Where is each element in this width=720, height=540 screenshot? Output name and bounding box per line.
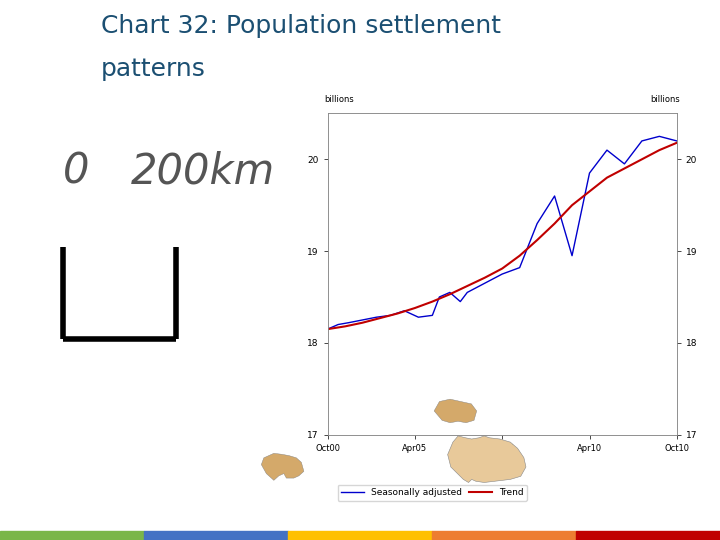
Bar <box>576 531 720 540</box>
Text: Chart 32: Population settlement: Chart 32: Population settlement <box>101 14 501 37</box>
Text: Source: Center for International Earth Science Information Network 2005, Columbi: Source: Center for International Earth S… <box>11 493 625 512</box>
Text: 34: 34 <box>686 496 702 509</box>
Polygon shape <box>261 453 304 481</box>
Text: 0: 0 <box>63 150 89 192</box>
Text: billions: billions <box>651 94 680 104</box>
Text: billions: billions <box>324 94 354 104</box>
Polygon shape <box>434 399 477 423</box>
Polygon shape <box>448 436 526 483</box>
Text: 200km: 200km <box>130 150 274 192</box>
Bar <box>144 531 288 540</box>
Bar <box>0 531 144 540</box>
Legend: Seasonally adjusted, Trend: Seasonally adjusted, Trend <box>338 484 527 501</box>
Bar <box>432 531 576 540</box>
Text: patterns: patterns <box>101 57 206 80</box>
Bar <box>288 531 432 540</box>
